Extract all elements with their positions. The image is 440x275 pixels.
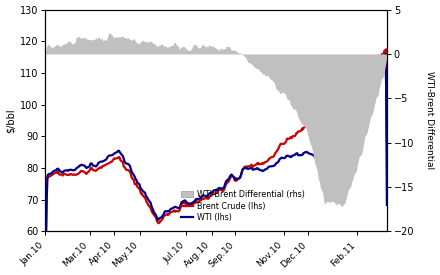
- Legend: WTI-Brent Differential (rhs), Brent Crude (lhs), WTI (lhs): WTI-Brent Differential (rhs), Brent Crud…: [178, 187, 308, 225]
- Y-axis label: $/bbl: $/bbl: [6, 108, 15, 133]
- Y-axis label: WTI-Brent Differential: WTI-Brent Differential: [425, 72, 434, 170]
